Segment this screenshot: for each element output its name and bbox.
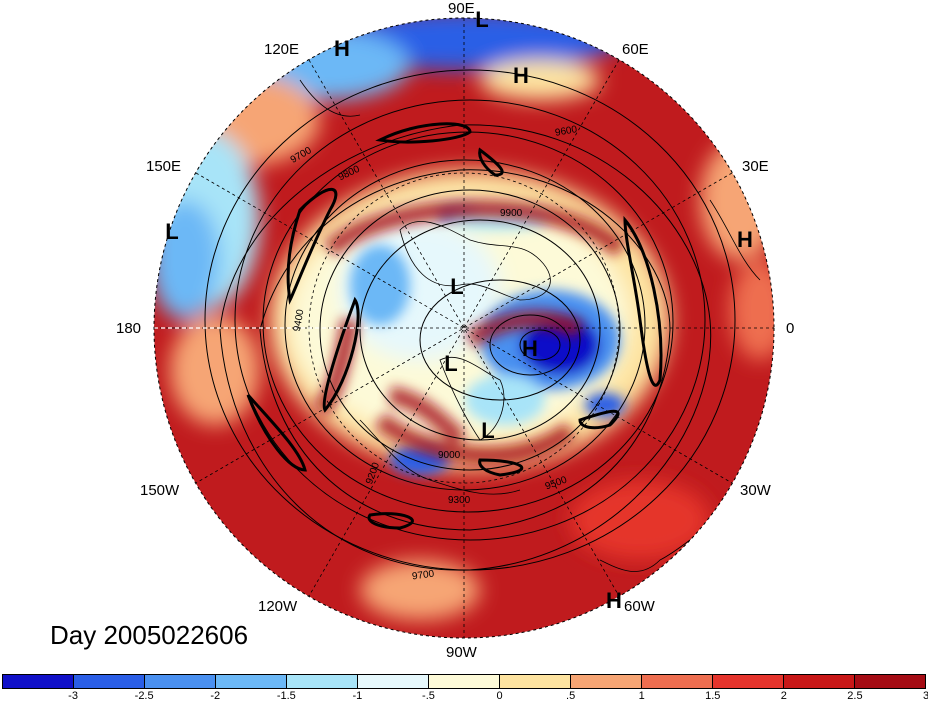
colorbar-tick-label: 2.5 [847, 690, 863, 702]
colorbar-tick-label: -3 [68, 690, 78, 702]
low-pressure-marker: L [444, 351, 458, 376]
longitude-label-30e: 30E [742, 158, 769, 175]
colorbar-tick-label: -2.5 [134, 690, 154, 702]
longitude-label-30w: 30W [740, 482, 771, 499]
colorbar-segment [3, 675, 74, 688]
colorbar-tick-label: 2 [780, 690, 787, 702]
longitude-label-180: 180 [116, 320, 142, 337]
polar-map [153, 17, 775, 639]
colorbar-tick-label: -1 [352, 690, 363, 702]
colorbar-tick-label: 1 [638, 690, 645, 702]
colorbar-segment [571, 675, 642, 688]
colorbar-tick-label: 0 [496, 690, 503, 702]
colorbar-tick-label: 3 [922, 690, 928, 702]
high-pressure-marker: H [737, 227, 753, 252]
contour-label: 9900 [500, 208, 523, 219]
longitude-label-150w: 150W [140, 482, 180, 499]
day-label: Day 2005022606 [50, 620, 249, 650]
colorbar-segment [287, 675, 358, 688]
contour-label: 9000 [438, 450, 461, 461]
colorbar-segment [216, 675, 287, 688]
colorbar-segment [642, 675, 713, 688]
colorbar-tick-label: .5 [566, 690, 576, 702]
colorbar-segment [429, 675, 500, 688]
high-pressure-marker: H [334, 36, 350, 61]
coastlines [299, 79, 761, 572]
longitude-label-120w: 120W [258, 598, 298, 615]
high-pressure-marker: H [513, 63, 529, 88]
colorbar-tick-label: -1.5 [276, 690, 296, 702]
colorbar [2, 674, 926, 689]
high-pressure-marker: H [606, 588, 622, 613]
colorbar-segment [500, 675, 571, 688]
colorbar-segment [74, 675, 145, 688]
colorbar-segment [358, 675, 429, 688]
colorbar-tick-label: -2 [210, 690, 221, 702]
longitude-label-60e: 60E [622, 41, 649, 58]
longitude-label-150e: 150E [146, 158, 182, 175]
longitude-label-90e: 90E [448, 0, 475, 17]
longitude-label-120e: 120E [264, 41, 300, 58]
colorbar-segment [855, 675, 925, 688]
high-pressure-marker: H [522, 336, 538, 361]
colorbar-segment [784, 675, 855, 688]
longitude-label-0: 0 [786, 320, 795, 337]
longitude-label-60w: 60W [624, 598, 655, 615]
contour-label: 9300 [448, 495, 471, 506]
low-pressure-marker: L [481, 418, 495, 443]
colorbar-segment [713, 675, 784, 688]
jet-contours [246, 122, 663, 530]
shaded-field [154, 18, 774, 638]
colorbar-segment [145, 675, 216, 688]
low-pressure-marker: L [165, 219, 179, 244]
longitude-label-90w: 90W [446, 644, 477, 661]
low-pressure-marker: L [450, 274, 464, 299]
colorbar-tick-label: 1.5 [705, 690, 721, 702]
colorbar-tick-label: -.5 [422, 690, 435, 702]
low-pressure-marker: L [475, 7, 489, 32]
